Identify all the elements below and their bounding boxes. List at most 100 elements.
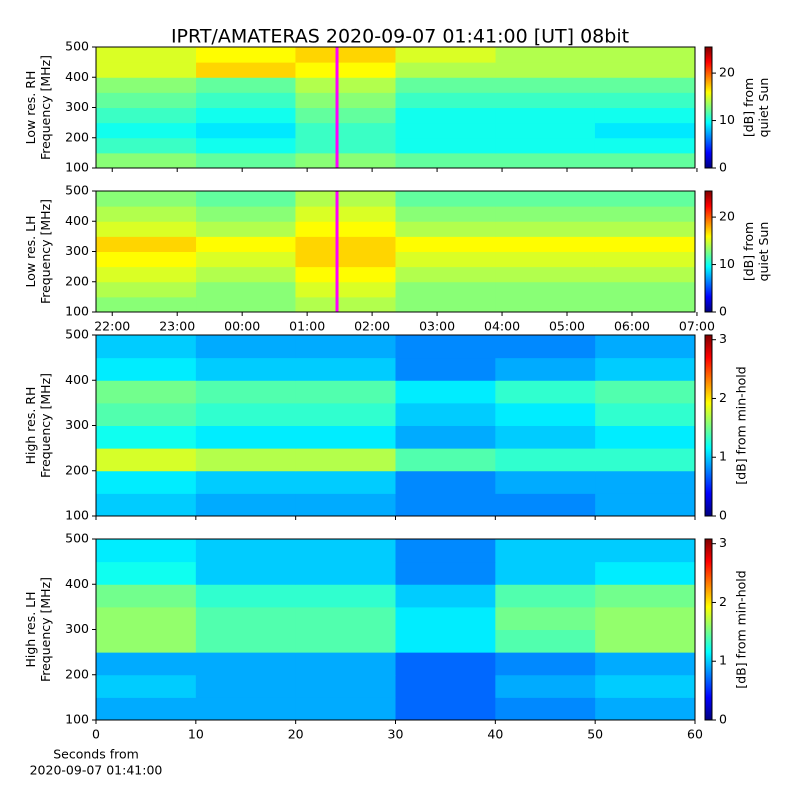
- heatmap-cell: [195, 629, 297, 653]
- x-tick-label: 30: [388, 727, 404, 742]
- x-tick-label: 00:00: [224, 319, 260, 334]
- heatmap-cell: [495, 221, 596, 237]
- heatmap-cell: [295, 92, 396, 108]
- heatmap-cell: [295, 493, 396, 517]
- heatmap-cell: [196, 152, 296, 169]
- heatmap-cell: [395, 77, 497, 93]
- heatmap-cell: [395, 357, 496, 381]
- y-tick-label: 300: [65, 243, 89, 258]
- heatmap-cell: [196, 92, 296, 108]
- heatmap-cell: [395, 335, 496, 359]
- colorbar: [705, 47, 712, 168]
- heatmap-cell: [96, 107, 197, 124]
- heatmap-cell: [96, 674, 197, 698]
- heatmap-cell: [594, 206, 696, 222]
- heatmap-cell: [595, 493, 696, 517]
- heatmap-cell: [96, 380, 197, 404]
- heatmap-cell: [595, 470, 696, 494]
- heatmap-cell: [495, 92, 596, 108]
- heatmap-cell: [395, 47, 497, 63]
- y-axis-label: Frequency [MHz]: [38, 577, 53, 682]
- heatmap-cell: [195, 561, 297, 585]
- y-axis-label: High res. RH: [23, 387, 38, 465]
- colorbar-label: quiet Sun: [756, 78, 771, 138]
- x-axis-label: 2020-09-07 01:41:00: [30, 763, 163, 778]
- heatmap-cell: [196, 221, 296, 237]
- heatmap-cell: [595, 357, 696, 381]
- heatmap-cell: [295, 206, 396, 222]
- heatmap-cell: [594, 47, 696, 63]
- heatmap-cell: [395, 674, 496, 698]
- heatmap-cell: [594, 92, 696, 108]
- heatmap-cell: [495, 206, 596, 222]
- heatmap-cell: [195, 539, 297, 563]
- heatmap-cell: [594, 296, 696, 313]
- y-tick-label: 400: [65, 213, 89, 228]
- heatmap-cell: [594, 266, 696, 283]
- heatmap-cell: [395, 296, 497, 313]
- y-tick-label: 200: [65, 129, 89, 144]
- heatmap-cell: [594, 221, 696, 237]
- heatmap-cell: [196, 107, 296, 124]
- y-tick-label: 500: [65, 531, 89, 546]
- heatmap-cell: [195, 606, 297, 630]
- colorbar-tick-label: 10: [719, 112, 735, 127]
- heatmap-cell: [96, 629, 197, 653]
- heatmap-cell: [295, 697, 396, 721]
- heatmap-cell: [395, 251, 497, 268]
- chart-title: IPRT/AMATERAS 2020-09-07 01:41:00 [UT] 0…: [171, 26, 629, 48]
- heatmap-cell: [196, 281, 296, 298]
- heatmap-cell: [195, 357, 297, 381]
- heatmap-cell: [295, 606, 396, 630]
- heatmap-cell: [495, 448, 596, 472]
- colorbar-tick-label: 0: [719, 508, 727, 523]
- colorbar-tick-label: 20: [719, 65, 735, 80]
- heatmap-cell: [96, 402, 197, 426]
- heatmap-cell: [195, 402, 297, 426]
- y-tick-label: 100: [65, 508, 89, 523]
- heatmap-cell: [196, 77, 296, 93]
- heatmap-cell: [594, 251, 696, 268]
- heatmap-cell: [495, 281, 596, 298]
- y-axis-label: Low res. LH: [23, 216, 38, 288]
- heatmap-cell: [395, 137, 497, 154]
- heatmap-cell: [195, 448, 297, 472]
- heatmap-cell: [295, 629, 396, 653]
- heatmap-cell: [195, 584, 297, 608]
- heatmap-cell: [495, 152, 596, 169]
- heatmap-cell: [295, 296, 396, 313]
- heatmap-cell: [295, 191, 396, 207]
- heatmap-cell: [594, 191, 696, 207]
- heatmap-cell: [495, 606, 596, 630]
- heatmap-cell: [295, 470, 396, 494]
- heatmap-cell: [495, 107, 596, 124]
- heatmap-cell: [295, 425, 396, 449]
- heatmap-cell: [96, 152, 197, 169]
- heatmap-cell: [395, 697, 496, 721]
- colorbar-tick-label: 3: [719, 535, 727, 550]
- heatmap-cell: [495, 191, 596, 207]
- colorbar-tick-label: 20: [719, 209, 735, 224]
- colorbar-label: [dB] from: [741, 222, 756, 281]
- heatmap-cell: [495, 236, 596, 252]
- colorbar-tick-label: 0: [719, 160, 727, 175]
- heatmap-cell: [96, 470, 197, 494]
- x-tick-label: 60: [687, 727, 703, 742]
- y-tick-label: 400: [65, 372, 89, 387]
- heatmap-cell: [594, 122, 696, 139]
- heatmap-cell: [96, 425, 197, 449]
- heatmap-cell: [395, 266, 497, 283]
- heatmap-cell: [395, 122, 497, 139]
- y-tick-label: 100: [65, 160, 89, 175]
- heatmap-cell: [195, 335, 297, 359]
- heatmap-cell: [96, 251, 197, 268]
- heatmap-cell: [96, 137, 197, 154]
- heatmap-cell: [495, 296, 596, 313]
- y-tick-label: 300: [65, 621, 89, 636]
- heatmap-cell: [595, 584, 696, 608]
- x-tick-label: 01:00: [289, 319, 325, 334]
- x-tick-label: 0: [92, 727, 100, 742]
- colorbar-tick-label: 2: [719, 594, 727, 609]
- heatmap-cell: [195, 652, 297, 676]
